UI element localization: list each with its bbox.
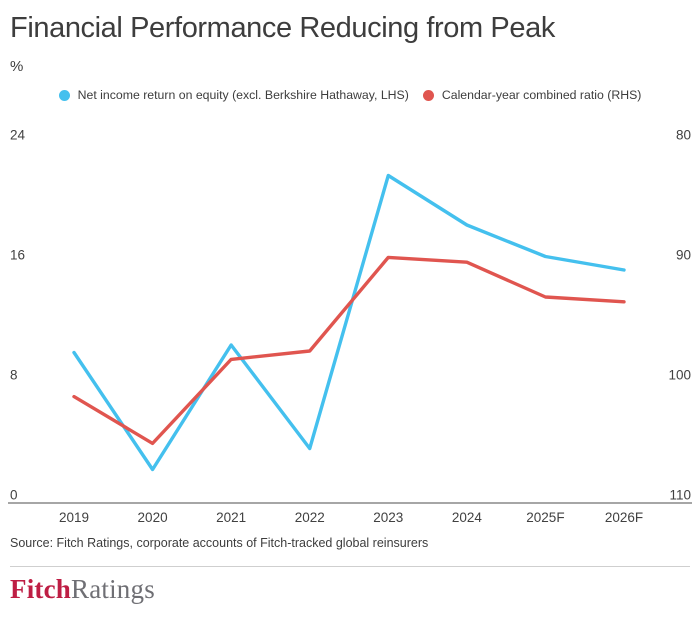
legend-label-combined-ratio: Calendar-year combined ratio (RHS) xyxy=(441,88,642,102)
right-axis-tick-label: 80 xyxy=(676,128,691,143)
divider xyxy=(10,566,690,567)
series-line-roe xyxy=(72,173,626,472)
left-axis-tick-label: 0 xyxy=(10,488,18,503)
left-axis-tick-label: 24 xyxy=(10,128,26,143)
right-axis-tick-label: 110 xyxy=(669,488,691,503)
page-title: Financial Performance Reducing from Peak xyxy=(10,12,555,44)
x-axis-tick-label: 2021 xyxy=(216,510,246,525)
legend-label-roe: Net income return on equity (excl. Berks… xyxy=(77,88,409,102)
source-note: Source: Fitch Ratings, corporate account… xyxy=(10,536,429,550)
x-axis-tick-label: 2025F xyxy=(526,510,564,525)
right-axis-tick-label: 90 xyxy=(676,248,691,263)
right-axis-tick-label: 100 xyxy=(668,368,691,383)
combined-ratio-legend-dot-icon xyxy=(422,89,434,101)
left-axis-tick-label: 8 xyxy=(10,368,18,383)
chart-canvas: 0 8 16 24 110 100 90 80 2019 2020 2021 2022 2023 2024… xyxy=(8,128,692,525)
series-line-combined-ratio xyxy=(72,255,626,446)
x-axis-tick-label: 2024 xyxy=(452,510,483,525)
x-axis-tick-label: 2026F xyxy=(605,510,643,525)
x-axis-tick-label: 2023 xyxy=(373,510,403,525)
x-axis-tick-label: 2022 xyxy=(295,510,325,525)
roe-legend-dot-icon xyxy=(58,89,70,101)
y-axis-unit-label: % xyxy=(10,58,24,75)
left-axis-tick-label: 16 xyxy=(10,248,25,263)
x-axis-tick-label: 2020 xyxy=(138,510,168,525)
legend-item-roe: Net income return on equity (excl. Berks… xyxy=(58,88,409,102)
x-axis-tick-label: 2019 xyxy=(59,510,89,525)
logo-ratings-text: Ratings xyxy=(71,574,155,604)
legend-item-combined-ratio: Calendar-year combined ratio (RHS) xyxy=(422,88,642,102)
fitch-ratings-logo: FitchRatings xyxy=(10,574,155,605)
legend: Net income return on equity (excl. Berks… xyxy=(0,88,700,102)
logo-fitch-text: Fitch xyxy=(10,574,71,604)
